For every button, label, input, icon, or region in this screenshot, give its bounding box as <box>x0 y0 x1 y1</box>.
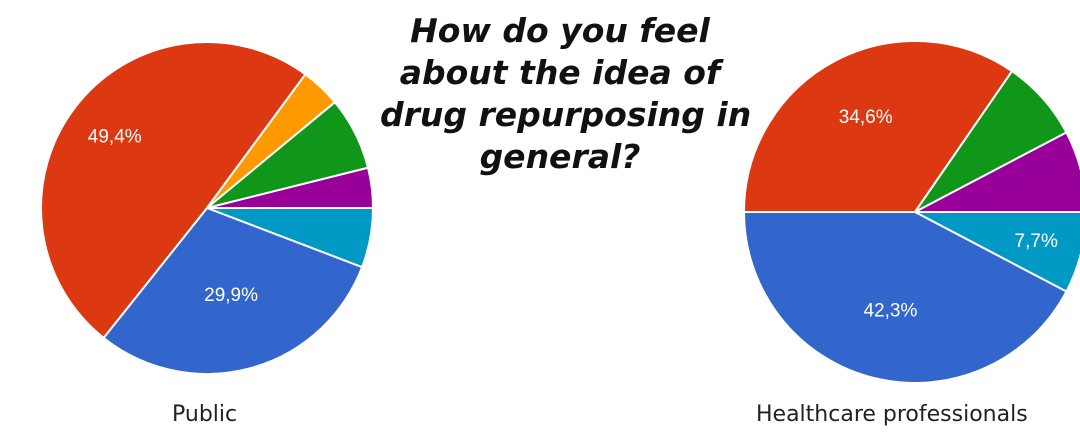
chart-title-line-2: about the idea of <box>399 53 721 92</box>
hcp-pie-group: 7,7% 42,3% 34,6% <box>742 40 1080 384</box>
hcp-pie-slice-label-3: 34,6% <box>839 107 893 128</box>
chart-title-line-3: drug repurposing in <box>380 95 752 134</box>
public-pie-caption: Public <box>172 402 238 427</box>
public-pie-slice-label-2: 29,9% <box>204 285 258 306</box>
hcp-pie-slice-5 <box>914 131 1080 213</box>
chart-title: How do you feel about the idea of drug r… <box>380 10 752 178</box>
public-pie-slice-label-3: 49,4% <box>88 126 142 147</box>
hcp-pie-slice-3 <box>742 40 1014 213</box>
hcp-pie-slice-label-2: 42,3% <box>863 301 917 322</box>
chart-title-line-1: How do you feel <box>410 11 710 50</box>
hcp-pie-slice-2 <box>742 211 1068 384</box>
public-pie-slice-2 <box>102 206 364 375</box>
public-pie-slice-6 <box>206 166 375 209</box>
public-pie-slice-3 <box>40 41 307 340</box>
healthcare-professionals-pie-caption: Healthcare professionals <box>756 402 1028 427</box>
public-pie-group: 29,9% 49,4% <box>40 41 375 375</box>
hcp-pie-slice-label-1: 7,7% <box>1015 231 1058 252</box>
chart-title-line-4: general? <box>479 137 641 176</box>
